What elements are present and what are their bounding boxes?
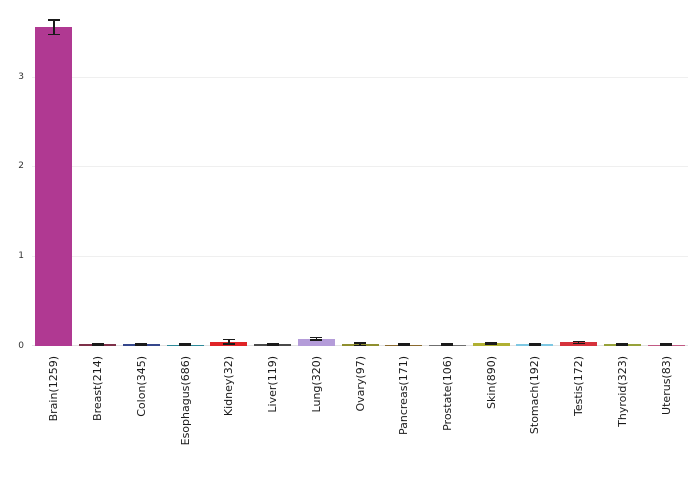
- error-bar: [446, 343, 449, 346]
- x-tick-label: Ovary(97): [353, 356, 367, 412]
- error-bar-cap: [441, 344, 454, 347]
- gridline: [32, 76, 688, 78]
- error-bar-cap: [616, 342, 629, 345]
- y-tick-label: 0: [18, 341, 24, 351]
- x-tick-label: Pancreas(171): [397, 356, 411, 435]
- error-bar: [315, 337, 318, 341]
- error-bar-cap: [441, 343, 454, 345]
- x-tick-label: Lung(320): [309, 356, 323, 413]
- error-bar-cap: [135, 344, 148, 346]
- x-tick-label: Esophagus(686): [178, 356, 192, 446]
- error-bar-cap: [91, 342, 104, 345]
- plot-area: [32, 12, 688, 347]
- error-bar-cap: [47, 19, 60, 21]
- error-bar-cap: [266, 342, 279, 345]
- y-tick-label: 3: [18, 71, 24, 82]
- x-tick-label: Uterus(83): [659, 356, 673, 415]
- x-tick-label: Kidney(32): [222, 356, 236, 417]
- error-bar-cap: [135, 342, 148, 345]
- bar: [35, 27, 73, 346]
- x-tick-label: Stomach(192): [528, 356, 542, 435]
- error-bar-cap: [397, 344, 410, 347]
- error-bar: [53, 20, 55, 35]
- error-bar-cap: [572, 340, 585, 343]
- y-axis: 0 1 2 3: [0, 12, 30, 351]
- error-bar: [665, 343, 667, 346]
- bar: [297, 338, 335, 346]
- x-tick-label: Colon(345): [134, 356, 148, 417]
- error-bar-cap: [354, 344, 366, 347]
- error-bar-cap: [179, 344, 192, 346]
- x-tick-label: Skin(890): [484, 356, 498, 409]
- error-bar: [577, 341, 580, 344]
- error-bar-cap: [222, 343, 235, 345]
- gridline: [32, 256, 688, 258]
- error-bar-cap: [47, 33, 60, 36]
- x-axis-labels: Brain(1259) Breast(214) Colon(345) Esophagu…: [32, 350, 688, 476]
- error-bar: [96, 343, 99, 346]
- error-bar: [271, 343, 274, 346]
- error-bar-cap: [485, 341, 498, 344]
- y-tick-label: 2: [18, 161, 24, 172]
- error-bar-cap: [91, 344, 104, 346]
- error-bar-cap: [616, 344, 629, 346]
- error-bar-cap: [310, 336, 323, 339]
- x-tick-label: Thyroid(323): [615, 356, 629, 427]
- y-tick-label: 1: [18, 251, 24, 262]
- error-bar-cap: [528, 342, 541, 345]
- error-bar-cap: [179, 343, 192, 345]
- error-bar-cap: [660, 343, 673, 345]
- error-bar: [228, 339, 230, 344]
- error-bar-cap: [485, 343, 498, 345]
- x-tick-label: Breast(214): [91, 356, 105, 421]
- error-bar-cap: [397, 343, 410, 345]
- error-bar-cap: [222, 338, 235, 341]
- error-bar: [359, 343, 361, 346]
- error-bar-cap: [310, 339, 323, 341]
- x-tick-label: Liver(119): [266, 356, 280, 413]
- x-tick-label: Brain(1259): [47, 356, 61, 422]
- error-bar-cap: [528, 344, 541, 346]
- error-bar-cap: [660, 344, 673, 347]
- error-bar-cap: [354, 342, 366, 344]
- x-tick-label: Testis(172): [572, 356, 586, 417]
- error-bar-cap: [266, 344, 279, 346]
- error-bar-cap: [572, 342, 585, 345]
- x-tick-label: Prostate(106): [440, 356, 454, 431]
- gridline: [32, 166, 688, 168]
